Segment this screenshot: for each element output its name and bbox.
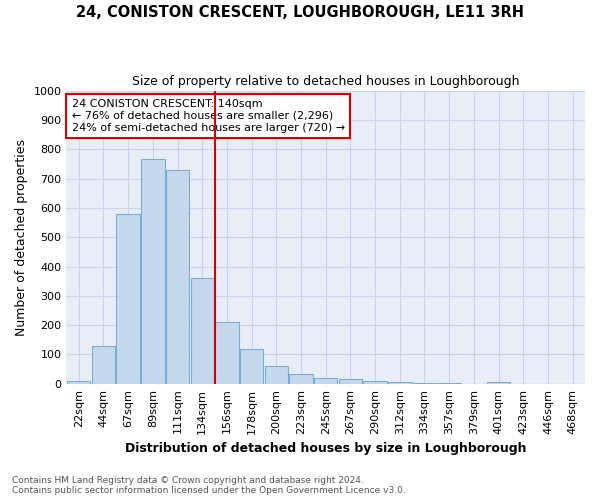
Bar bbox=[314, 378, 337, 384]
Bar bbox=[437, 383, 461, 384]
Bar bbox=[116, 214, 140, 384]
Bar bbox=[265, 366, 288, 384]
Bar bbox=[67, 381, 91, 384]
Bar bbox=[92, 346, 115, 384]
Text: 24 CONISTON CRESCENT: 140sqm
← 76% of detached houses are smaller (2,296)
24% of: 24 CONISTON CRESCENT: 140sqm ← 76% of de… bbox=[71, 100, 345, 132]
Bar bbox=[191, 278, 214, 384]
Bar bbox=[413, 383, 436, 384]
Bar bbox=[338, 379, 362, 384]
Bar bbox=[141, 160, 164, 384]
Text: 24, CONISTON CRESCENT, LOUGHBOROUGH, LE11 3RH: 24, CONISTON CRESCENT, LOUGHBOROUGH, LE1… bbox=[76, 5, 524, 20]
Bar bbox=[388, 382, 412, 384]
Bar bbox=[240, 348, 263, 384]
Bar bbox=[364, 381, 387, 384]
Bar bbox=[289, 374, 313, 384]
X-axis label: Distribution of detached houses by size in Loughborough: Distribution of detached houses by size … bbox=[125, 442, 526, 455]
Bar bbox=[215, 322, 239, 384]
Text: Contains HM Land Registry data © Crown copyright and database right 2024.
Contai: Contains HM Land Registry data © Crown c… bbox=[12, 476, 406, 495]
Bar bbox=[166, 170, 189, 384]
Bar bbox=[487, 382, 510, 384]
Y-axis label: Number of detached properties: Number of detached properties bbox=[15, 138, 28, 336]
Title: Size of property relative to detached houses in Loughborough: Size of property relative to detached ho… bbox=[132, 75, 520, 88]
